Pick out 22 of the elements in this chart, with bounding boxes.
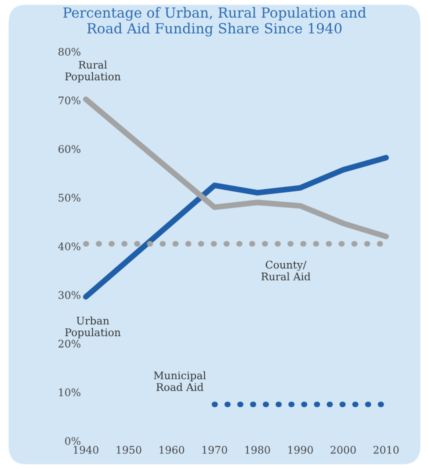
y-tick-label: 70% <box>58 96 80 104</box>
y-tick-label: 60% <box>58 145 80 154</box>
x-tick-label: 1950 <box>116 446 142 454</box>
y-tick-label: 80% <box>58 48 80 56</box>
annotation: Municipal Road Aid <box>154 371 206 391</box>
chart-title: Percentage of Urban, Rural Population and Road Aid Funding Share Since 1940 <box>63 7 366 36</box>
x-tick-label: 1960 <box>160 446 184 454</box>
x-tick-label: 1990 <box>288 446 313 454</box>
x-tick-label: 1970 <box>202 446 228 454</box>
annotation: Rural Population <box>65 60 121 82</box>
y-tick-label: 0% <box>65 437 80 445</box>
x-tick-label: 1940 <box>74 446 98 454</box>
y-tick-label: 20% <box>58 340 80 348</box>
x-tick-label: 2010 <box>374 446 399 454</box>
x-tick-label: 1980 <box>245 446 270 454</box>
y-tick-label: 30% <box>58 291 80 299</box>
y-tick-label: 40% <box>58 242 80 250</box>
y-tick-label: 50% <box>58 194 80 202</box>
annotation: Urban Population <box>65 316 121 338</box>
annotation: County/ Rural Aid <box>261 260 310 280</box>
y-tick-label: 10% <box>59 388 80 396</box>
x-tick-label: 2000 <box>330 446 356 454</box>
